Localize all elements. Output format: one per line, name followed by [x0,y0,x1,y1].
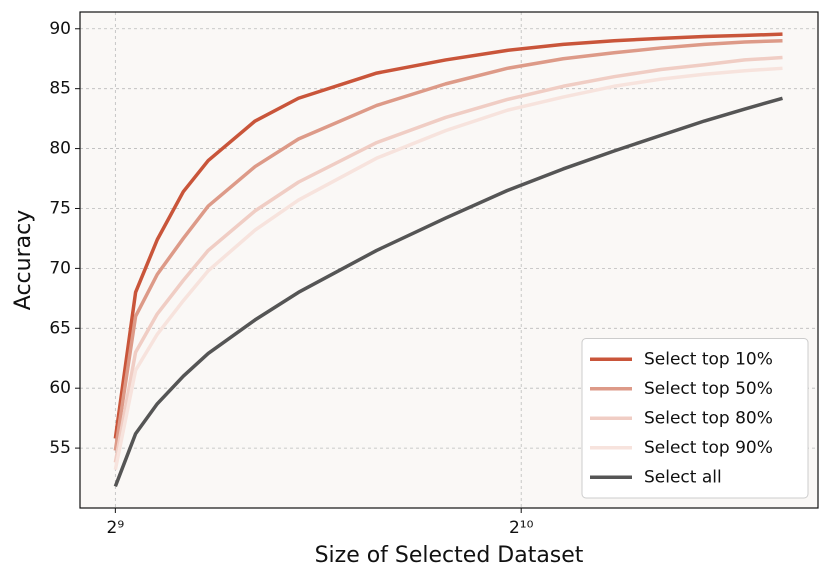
series-line [113,55,783,463]
y-tick-label: 80 [49,139,71,159]
y-tick-label: 55 [49,438,71,458]
legend-label: Select top 10% [644,349,773,369]
y-axis-label: Accuracy [11,210,36,310]
legend-label: Select all [644,467,722,487]
legend-label: Select top 80% [644,408,773,428]
legend-label: Select top 50% [644,379,773,399]
plot-frame [79,11,819,509]
y-tick-label: 75 [49,198,71,218]
y-tick-label: 90 [49,19,71,39]
series-line [113,32,783,439]
x-tick-label: 2¹⁰ [509,518,534,538]
y-tick-label: 65 [49,318,71,338]
y-tick-label: 60 [49,378,71,398]
x-axis-label: Size of Selected Dataset [315,543,584,568]
series-line [113,96,783,488]
legend-box [581,338,809,499]
legend-label: Select top 90% [644,438,773,458]
y-tick-label: 85 [49,79,71,99]
series-line [113,66,783,471]
x-tick-label: 2⁹ [107,518,125,538]
series-line [113,39,783,451]
y-tick-label: 70 [49,258,71,278]
legend: Select top 10% Select top 50% Select top 8… [581,338,809,499]
